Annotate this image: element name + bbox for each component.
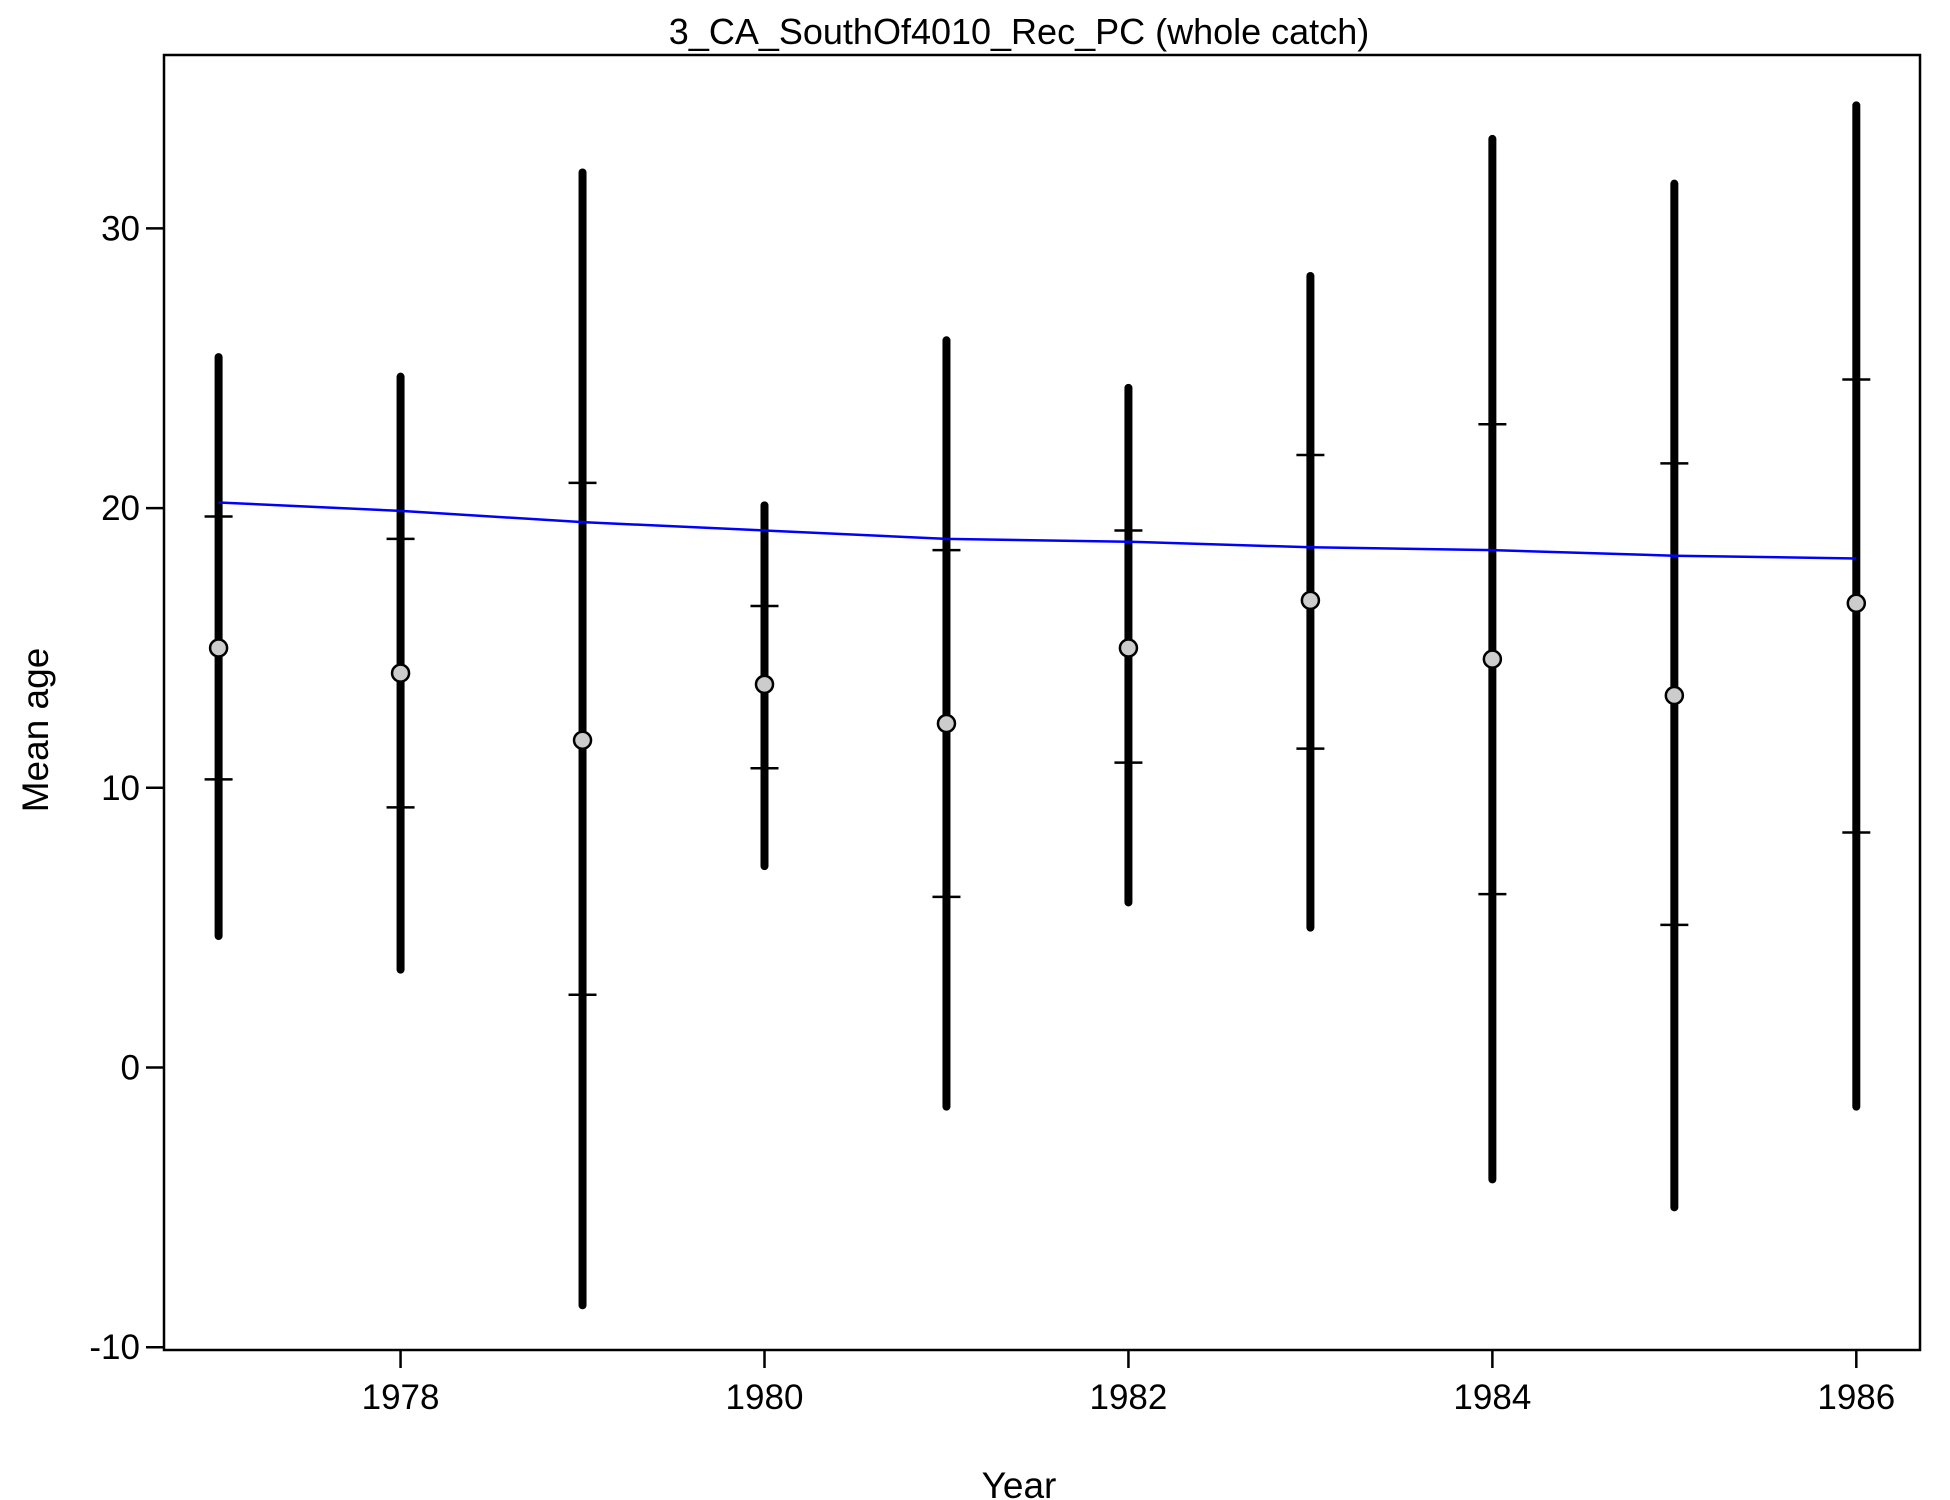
y-tick-label: 10: [101, 769, 140, 808]
plot-frame: [162, 53, 1922, 1352]
observed-mean-point: [208, 638, 229, 658]
expected-mean-line: [218, 501, 1857, 560]
observed-mean-point: [1118, 638, 1139, 658]
y-axis-label: Mean age: [15, 648, 56, 813]
y-tick-label: -10: [89, 1328, 140, 1367]
x-tick-label: 1986: [1817, 1378, 1895, 1417]
observed-mean-point: [1664, 685, 1685, 706]
y-tick-label: 20: [101, 489, 140, 528]
observed-mean-point: [390, 663, 411, 683]
expected-line: [218, 501, 1857, 560]
observed-points: [208, 590, 1867, 751]
x-tick-label: 1984: [1453, 1378, 1531, 1417]
chart-title: 3_CA_SouthOf4010_Rec_PC (whole catch): [669, 11, 1369, 52]
x-tick-label: 1980: [726, 1378, 804, 1417]
x-tick-label: 1982: [1089, 1378, 1167, 1417]
observed-mean-point: [572, 730, 593, 751]
observed-mean-point: [1846, 593, 1867, 613]
y-tick-label: 30: [101, 209, 140, 248]
x-axis: 1978 1980 1982 1984 1986: [362, 1350, 1895, 1417]
y-axis: -10 0 10 20 30: [89, 209, 164, 1367]
x-tick-label: 1978: [362, 1378, 440, 1417]
observed-mean-point: [754, 674, 775, 695]
observed-mean-point: [936, 713, 957, 734]
observed-mean-point: [1300, 590, 1321, 611]
y-tick-label: 0: [121, 1049, 140, 1088]
observed-mean-point: [1482, 649, 1503, 669]
confidence-intervals: [204, 101, 1871, 1310]
x-axis-label: Year: [982, 1465, 1057, 1500]
